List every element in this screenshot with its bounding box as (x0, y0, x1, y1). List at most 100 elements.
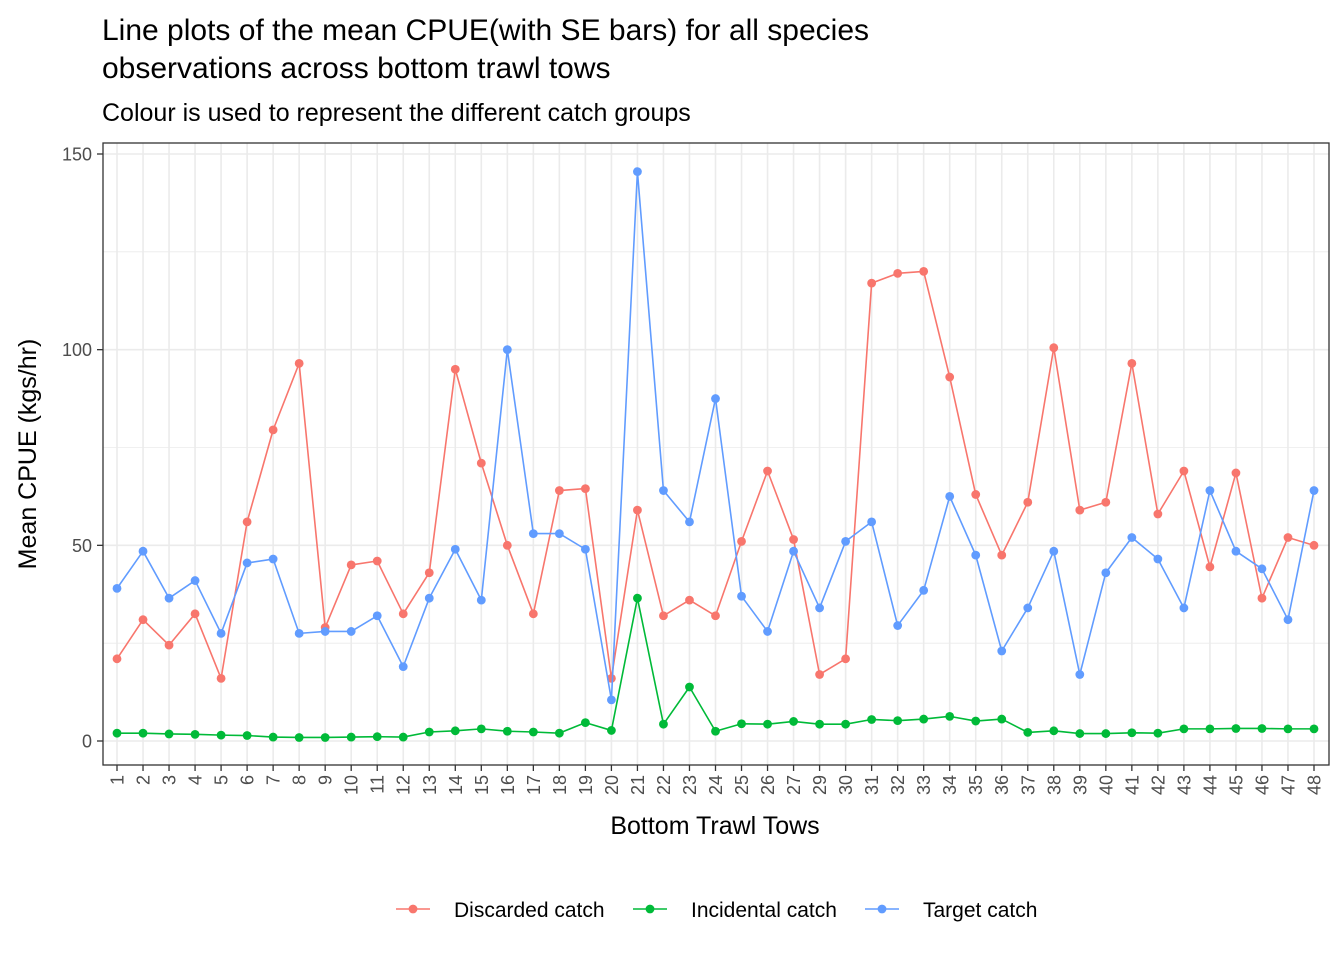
data-point-target-catch (1205, 486, 1215, 495)
data-point-target-catch (1283, 615, 1293, 625)
data-point-discarded-catch (164, 640, 174, 650)
data-point-incidental-catch (607, 726, 616, 735)
y-tick-label: 100 (62, 340, 92, 360)
data-point-target-catch (112, 583, 122, 593)
data-point-incidental-catch (580, 718, 590, 728)
y-axis: 0 50 100 150 (62, 145, 103, 752)
x-tick-label: 18 (550, 775, 570, 795)
data-point-discarded-catch (1075, 505, 1085, 515)
legend-label-discarded-catch: Discarded catch (454, 899, 605, 922)
legend: Discarded catch Incidental catch Target ca… (396, 899, 1037, 922)
series-incidental-catch (112, 593, 1319, 742)
data-point-discarded-catch (398, 609, 408, 619)
x-tick-label: 45 (1226, 775, 1246, 795)
x-tick-label: 19 (576, 775, 596, 795)
x-tick-label: 27 (784, 775, 804, 795)
chart-subtitle: Colour is used to represent the differen… (102, 99, 691, 127)
data-point-incidental-catch (685, 682, 694, 692)
x-tick-label: 38 (1044, 775, 1064, 795)
x-tick-label: 29 (810, 775, 830, 795)
data-point-discarded-catch (1257, 593, 1267, 603)
data-point-discarded-catch (554, 486, 564, 495)
data-point-discarded-catch (268, 425, 278, 435)
legend-item-target-catch: Target catch (865, 899, 1037, 922)
x-tick-label: 37 (1018, 775, 1038, 795)
data-point-discarded-catch (1283, 533, 1293, 542)
data-point-incidental-catch (1153, 728, 1163, 738)
data-point-incidental-catch (1075, 729, 1085, 738)
chart-title: Line plots of the mean CPUE(with SE bars… (102, 14, 869, 47)
data-point-discarded-catch (685, 595, 694, 605)
data-point-target-catch (997, 646, 1007, 656)
x-tick-label: 17 (524, 775, 544, 795)
data-point-discarded-catch (1153, 509, 1163, 519)
data-point-incidental-catch (294, 733, 304, 742)
x-tick-label: 8 (290, 775, 310, 785)
data-point-incidental-catch (971, 716, 981, 726)
data-point-target-catch (216, 628, 226, 638)
data-point-incidental-catch (112, 728, 122, 738)
x-tick-label: 22 (654, 775, 674, 795)
data-point-incidental-catch (320, 733, 330, 742)
data-point-target-catch (242, 558, 252, 568)
data-point-incidental-catch (450, 726, 460, 736)
x-tick-label: 48 (1305, 775, 1325, 795)
data-point-target-catch (320, 627, 330, 636)
x-tick-label: 2 (134, 775, 154, 785)
data-point-target-catch (711, 394, 720, 403)
data-point-discarded-catch (1179, 466, 1189, 476)
data-point-discarded-catch (945, 372, 955, 382)
data-point-discarded-catch (1127, 358, 1137, 368)
data-point-discarded-catch (1309, 540, 1319, 550)
data-point-target-catch (190, 576, 200, 585)
data-point-discarded-catch (294, 358, 304, 368)
legend-item-incidental-catch: Incidental catch (633, 899, 837, 922)
data-point-incidental-catch (997, 714, 1007, 724)
x-tick-label: 14 (446, 775, 466, 795)
y-tick-label: 0 (82, 732, 92, 752)
x-tick-label: 46 (1252, 775, 1272, 795)
data-point-target-catch (1101, 568, 1111, 578)
data-point-incidental-catch (1283, 724, 1293, 734)
data-point-incidental-catch (919, 714, 929, 724)
data-point-discarded-catch (372, 556, 382, 566)
x-tick-label: 43 (1174, 775, 1194, 795)
data-point-incidental-catch (1049, 726, 1059, 736)
x-tick-label: 42 (1148, 775, 1168, 795)
data-point-discarded-catch (476, 458, 486, 468)
data-point-discarded-catch (711, 611, 720, 621)
x-tick-label: 41 (1122, 775, 1142, 795)
x-tick-label: 25 (732, 775, 752, 795)
data-point-discarded-catch (1205, 562, 1215, 572)
data-point-target-catch (685, 517, 694, 527)
x-tick-label: 23 (680, 775, 700, 795)
x-tick-label: 24 (706, 775, 726, 795)
data-point-discarded-catch (112, 654, 122, 664)
data-point-incidental-catch (242, 731, 252, 740)
x-tick-label: 16 (498, 775, 518, 795)
data-point-target-catch (1075, 670, 1085, 679)
data-point-target-catch (1179, 603, 1189, 613)
data-point-discarded-catch (346, 560, 356, 570)
data-point-discarded-catch (1231, 468, 1241, 478)
data-point-discarded-catch (1101, 497, 1111, 507)
x-tick-label: 13 (420, 775, 440, 795)
data-point-target-catch (1257, 564, 1267, 574)
data-point-discarded-catch (763, 466, 772, 476)
data-point-incidental-catch (893, 716, 903, 726)
data-point-target-catch (1231, 546, 1241, 556)
legend-item-discarded-catch: Discarded catch (396, 899, 605, 922)
x-tick-label: 12 (394, 775, 414, 795)
data-point-target-catch (138, 546, 148, 556)
data-point-incidental-catch (164, 729, 174, 739)
data-point-incidental-catch (1127, 728, 1137, 738)
data-point-target-catch (528, 529, 538, 538)
data-point-discarded-catch (737, 537, 746, 546)
data-point-discarded-catch (528, 609, 538, 619)
data-point-discarded-catch (502, 540, 512, 550)
data-point-incidental-catch (1205, 724, 1215, 734)
legend-key-point-discarded-catch (408, 904, 418, 914)
data-point-discarded-catch (580, 484, 590, 493)
data-point-discarded-catch (659, 611, 668, 621)
data-point-discarded-catch (190, 609, 200, 619)
